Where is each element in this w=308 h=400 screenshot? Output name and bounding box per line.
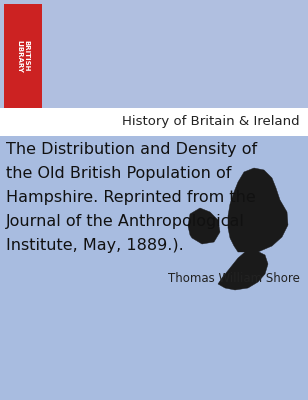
Bar <box>0 0 308 108</box>
Text: The Distribution and Density of: The Distribution and Density of <box>6 142 257 157</box>
Text: BRITISH
LIBRARY: BRITISH LIBRARY <box>17 40 29 72</box>
Polygon shape <box>188 208 220 244</box>
Polygon shape <box>228 168 288 252</box>
Text: Thomas William Shore: Thomas William Shore <box>168 272 300 285</box>
Text: Hampshire. Reprinted from the: Hampshire. Reprinted from the <box>6 190 256 205</box>
Text: the Old British Population of: the Old British Population of <box>6 166 231 181</box>
Text: History of Britain & Ireland: History of Britain & Ireland <box>122 116 300 128</box>
Polygon shape <box>218 250 268 290</box>
Bar <box>0 108 308 136</box>
Text: Institute, May, 1889.).: Institute, May, 1889.). <box>6 238 184 253</box>
Bar <box>0 136 308 400</box>
Bar <box>4 4 42 108</box>
Text: Journal of the Anthropological: Journal of the Anthropological <box>6 214 245 229</box>
